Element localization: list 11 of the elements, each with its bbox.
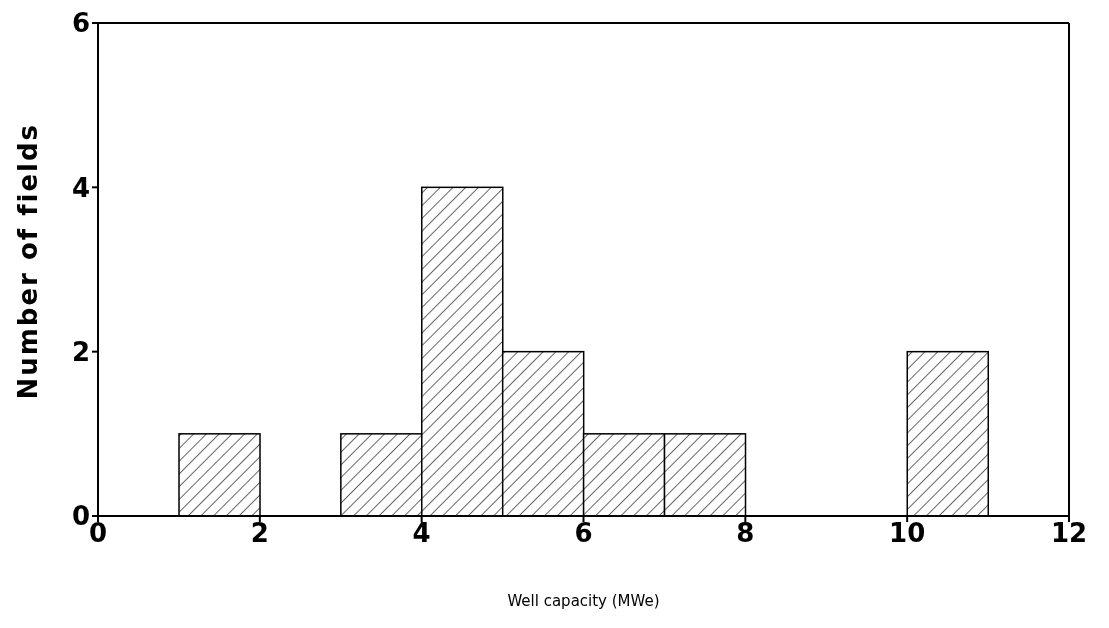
x-axis-title: Well capacity (MWe) (507, 592, 660, 610)
x-tick-label: 10 (889, 518, 926, 549)
x-tick-label: 8 (736, 518, 755, 549)
x-tick-label: 6 (574, 518, 593, 549)
y-tick-label: 4 (71, 172, 90, 203)
x-tick-label: 2 (250, 518, 269, 549)
x-tick-label: 4 (412, 518, 431, 549)
x-tick-label: 12 (1050, 518, 1088, 549)
y-tick-label: 6 (71, 8, 90, 39)
y-axis-title: Number of fields (13, 122, 44, 400)
y-tick-label: 2 (71, 336, 90, 367)
